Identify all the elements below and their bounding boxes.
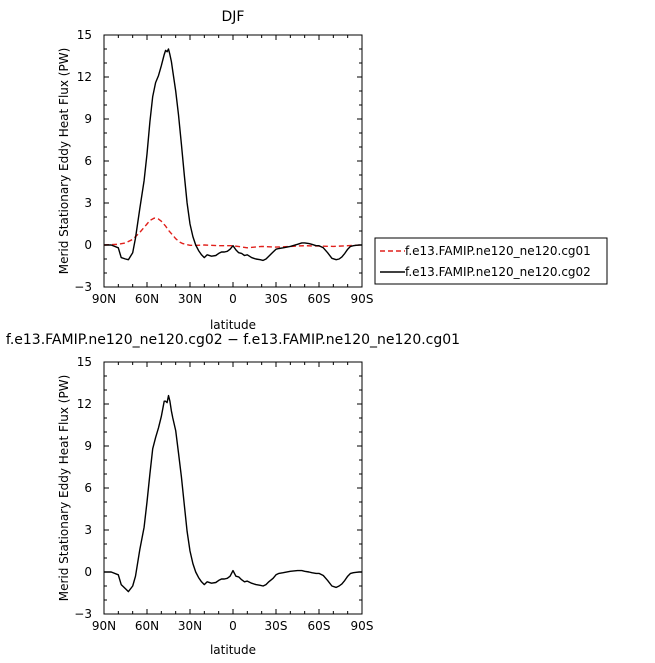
y-tick-label: 12 — [77, 397, 92, 411]
x-tick-label: 30N — [178, 619, 202, 633]
series-line-cg02 — [104, 48, 362, 262]
x-tick-label: 30N — [178, 292, 202, 306]
axis-ticks-top: 90N 60N 30N 0 30S 60S 90S −3 0 3 6 9 12 15 — [74, 28, 373, 306]
series-group-bottom — [104, 394, 362, 593]
series-line-cg01 — [103, 217, 363, 249]
y-axis-label-bottom: Merid Stationary Eddy Heat Flux (PW) — [57, 375, 71, 602]
x-tick-label: 60S — [308, 619, 331, 633]
legend: f.e13.FAMIP.ne120_ne120.cg01 f.e13.FAMIP… — [374, 237, 608, 285]
y-tick-label: 9 — [84, 439, 92, 453]
y-tick-label: −3 — [74, 280, 92, 294]
y-tick-label: 3 — [84, 523, 92, 537]
y-axis-label-top: Merid Stationary Eddy Heat Flux (PW) — [57, 48, 71, 275]
y-tick-label: 3 — [84, 196, 92, 210]
y-tick-label: 9 — [84, 112, 92, 126]
x-axis-label-bottom: latitude — [210, 643, 256, 657]
x-tick-label: 0 — [229, 292, 237, 306]
x-tick-label: 90S — [351, 292, 374, 306]
panel-top: DJF 90N 60N 30N 0 30S 60S 90S −3 0 3 6 9 12 15 latitu… — [57, 9, 373, 332]
x-tick-label: 60N — [135, 619, 159, 633]
plot-frame-top — [103, 34, 363, 288]
x-tick-label: 90N — [92, 619, 116, 633]
series-line-difference — [104, 394, 362, 593]
y-tick-label: 15 — [77, 28, 92, 42]
panel-bottom: f.e13.FAMIP.ne120_ne120.cg02 − f.e13.FAM… — [6, 332, 460, 657]
chart-title-bottom: f.e13.FAMIP.ne120_ne120.cg02 − f.e13.FAM… — [6, 332, 460, 348]
x-tick-label: 90S — [351, 619, 374, 633]
x-tick-label: 30S — [265, 292, 288, 306]
y-tick-label: 0 — [84, 565, 92, 579]
x-tick-label: 60N — [135, 292, 159, 306]
legend-box — [374, 237, 608, 285]
y-tick-label: 6 — [84, 154, 92, 168]
chart-title-top: DJF — [222, 9, 245, 25]
x-tick-label: 90N — [92, 292, 116, 306]
y-tick-label: 15 — [77, 355, 92, 369]
y-tick-label: 6 — [84, 481, 92, 495]
y-tick-label: 0 — [84, 238, 92, 252]
y-tick-label: −3 — [74, 607, 92, 621]
y-tick-label: 12 — [77, 70, 92, 84]
x-tick-label: 0 — [229, 619, 237, 633]
x-tick-label: 60S — [308, 292, 331, 306]
axis-ticks-bottom: 90N 60N 30N 0 30S 60S 90S −3 0 3 6 9 12 15 — [74, 355, 373, 633]
series-group-top — [103, 48, 363, 262]
x-axis-label-top: latitude — [210, 318, 256, 332]
x-tick-label: 30S — [265, 619, 288, 633]
legend-label-cg01: f.e13.FAMIP.ne120_ne120.cg01 — [405, 244, 591, 258]
legend-label-cg02: f.e13.FAMIP.ne120_ne120.cg02 — [405, 265, 591, 279]
